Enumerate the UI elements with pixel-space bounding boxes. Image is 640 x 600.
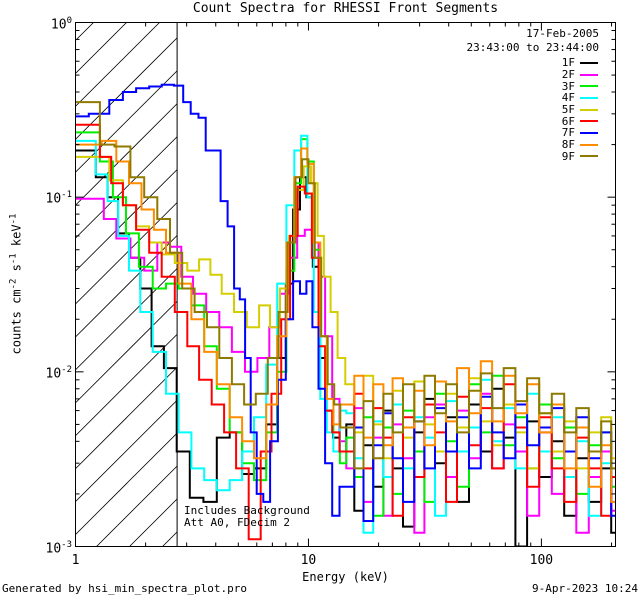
- legend-swatch: [580, 155, 598, 158]
- axis-ticks: [75, 22, 616, 547]
- legend-item-6F: 6F: [562, 115, 598, 127]
- legend-label: 6F: [561, 114, 575, 128]
- x-tick-label: 100: [529, 553, 554, 568]
- series-line-7F: [75, 83, 615, 522]
- series-line-5F: [75, 155, 615, 470]
- x-tick-label: 1: [71, 553, 80, 568]
- legend-item-9F: 9F: [562, 151, 598, 163]
- observation-date: 17-Feb-2005: [526, 27, 599, 40]
- y-axis-label: counts cm-2 s-1 keV-1: [8, 213, 24, 355]
- legend-swatch: [580, 108, 598, 111]
- legend-label: 2F: [561, 68, 575, 82]
- legend-label: 9F: [561, 149, 575, 163]
- legend-swatch: [580, 85, 598, 88]
- legend: 1F 2F 3F 4F 5F 6F 7F 8F 9F: [562, 57, 598, 162]
- legend-label: 1F: [561, 56, 575, 70]
- y-tick-label: 10-1: [45, 190, 73, 207]
- legend-label: 5F: [561, 103, 575, 117]
- legend-label: 8F: [561, 138, 575, 152]
- legend-item-8F: 8F: [562, 139, 598, 151]
- legend-swatch: [580, 143, 598, 146]
- hatch-region: [75, 22, 178, 547]
- legend-label: 4F: [561, 91, 575, 105]
- legend-item-2F: 2F: [562, 69, 598, 81]
- y-tick-label: 100: [50, 15, 72, 32]
- legend-swatch: [580, 61, 598, 64]
- plot-frame: [75, 22, 616, 547]
- legend-label: 3F: [561, 79, 575, 93]
- legend-swatch: [580, 96, 598, 99]
- legend-label: 7F: [561, 126, 575, 140]
- series-line-9F: [75, 101, 615, 470]
- footer-generated-by: Generated by hsi_min_spectra_plot.pro: [2, 582, 248, 595]
- series-line-4F: [75, 134, 615, 534]
- series-line-2F: [75, 197, 615, 534]
- chart-title: Count Spectra for RHESSI Front Segments: [192, 1, 499, 16]
- series-line-6F: [75, 123, 615, 541]
- y-tick-label: 10-3: [45, 539, 73, 556]
- legend-swatch: [580, 120, 598, 123]
- legend-swatch: [580, 131, 598, 134]
- x-tick-label: 10: [300, 553, 317, 568]
- legend-item-1F: 1F: [562, 57, 598, 69]
- legend-item-4F: 4F: [562, 92, 598, 104]
- annotation-attenuator-state: Att A0, FDecim 2: [184, 516, 290, 529]
- x-axis-label: Energy (keV): [302, 570, 389, 584]
- legend-item-3F: 3F: [562, 80, 598, 92]
- legend-item-5F: 5F: [562, 104, 598, 116]
- footer-timestamp: 9-Apr-2023 10:24: [532, 582, 638, 595]
- y-tick-label: 10-2: [45, 364, 73, 382]
- observation-time-range: 23:43:00 to 23:44:00: [466, 41, 599, 54]
- annotation-includes-background: Includes Background: [184, 504, 310, 517]
- legend-swatch: [580, 73, 598, 76]
- series-line-8F: [75, 139, 615, 503]
- legend-item-7F: 7F: [562, 127, 598, 139]
